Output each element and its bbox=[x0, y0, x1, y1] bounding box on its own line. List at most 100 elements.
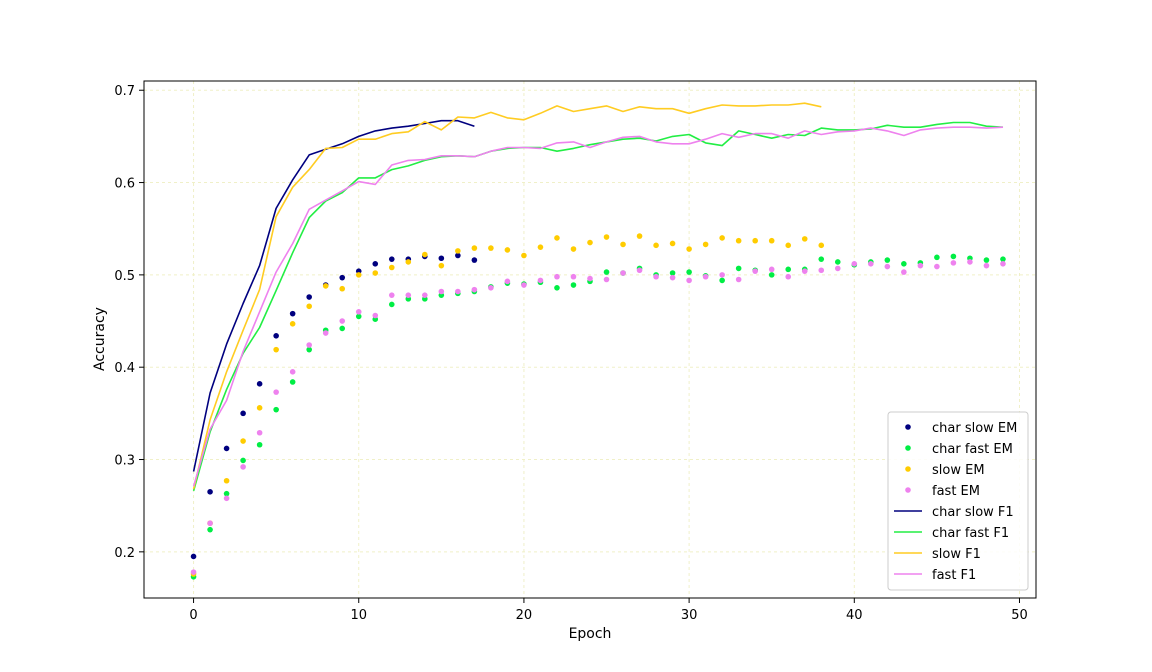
data-point bbox=[240, 438, 246, 444]
data-point bbox=[554, 235, 560, 241]
data-point bbox=[686, 269, 692, 275]
y-tick-label: 0.4 bbox=[114, 361, 135, 376]
data-point bbox=[868, 260, 874, 267]
data-point bbox=[372, 260, 379, 267]
data-point bbox=[537, 244, 544, 250]
x-tick-label: 40 bbox=[846, 608, 863, 623]
data-point bbox=[554, 273, 560, 280]
data-point bbox=[471, 245, 478, 251]
series-points-slow-em bbox=[190, 233, 825, 577]
data-point bbox=[273, 389, 279, 395]
series-points-fast-em bbox=[190, 259, 1006, 575]
data-point bbox=[884, 263, 891, 270]
data-point bbox=[554, 285, 560, 291]
data-point bbox=[372, 270, 379, 276]
data-point bbox=[570, 273, 577, 280]
data-point bbox=[322, 283, 329, 289]
data-point bbox=[339, 285, 346, 292]
data-point bbox=[521, 252, 527, 259]
data-point bbox=[207, 489, 213, 495]
data-point bbox=[818, 256, 825, 262]
data-point bbox=[488, 245, 494, 251]
data-point bbox=[289, 321, 296, 327]
data-point bbox=[884, 257, 891, 263]
data-point bbox=[801, 236, 808, 242]
data-point bbox=[438, 262, 445, 269]
y-tick-label: 0.2 bbox=[114, 546, 135, 561]
data-point bbox=[636, 267, 643, 274]
data-point bbox=[719, 277, 725, 284]
data-point bbox=[339, 274, 346, 281]
data-point bbox=[1000, 256, 1006, 262]
data-point bbox=[669, 274, 676, 281]
data-point bbox=[504, 247, 511, 253]
legend-label: slow F1 bbox=[932, 547, 981, 562]
plot-series bbox=[190, 102, 1006, 580]
data-point bbox=[240, 410, 246, 417]
data-point bbox=[438, 255, 445, 262]
data-point bbox=[901, 260, 907, 267]
data-point bbox=[570, 282, 577, 288]
data-point bbox=[256, 405, 263, 411]
data-point bbox=[768, 266, 775, 273]
data-point bbox=[801, 268, 808, 274]
data-point bbox=[256, 441, 263, 448]
legend-label: char fast EM bbox=[932, 442, 1013, 457]
legend-marker bbox=[905, 487, 911, 493]
legend: char slow EM char fast EM slow EM fast EM ch… bbox=[887, 411, 1029, 591]
series-points-char-slow-em bbox=[190, 252, 478, 560]
data-point bbox=[735, 276, 742, 283]
data-point bbox=[273, 333, 279, 339]
x-tick-label: 0 bbox=[189, 608, 197, 623]
data-point bbox=[422, 292, 428, 298]
data-point bbox=[834, 265, 841, 272]
data-point bbox=[901, 269, 907, 275]
x-tick-label: 10 bbox=[350, 608, 367, 623]
legend-label: char slow F1 bbox=[932, 505, 1014, 520]
y-axis-label: Accuracy bbox=[92, 307, 108, 371]
data-point bbox=[950, 260, 957, 266]
data-point bbox=[537, 277, 544, 284]
data-point bbox=[950, 253, 957, 260]
data-point bbox=[388, 256, 395, 262]
data-point bbox=[240, 457, 246, 464]
data-point bbox=[190, 553, 197, 560]
data-point bbox=[190, 569, 197, 575]
data-point bbox=[735, 237, 742, 244]
data-point bbox=[587, 239, 593, 246]
data-point bbox=[983, 257, 990, 263]
data-point bbox=[653, 242, 659, 249]
data-point bbox=[669, 270, 676, 276]
data-point bbox=[785, 273, 792, 280]
data-point bbox=[818, 242, 825, 249]
data-point bbox=[768, 272, 775, 278]
x-tick-label: 30 bbox=[681, 608, 698, 623]
data-point bbox=[521, 282, 527, 288]
x-tick-label: 20 bbox=[516, 608, 533, 623]
data-point bbox=[768, 237, 775, 244]
legend-label: char slow EM bbox=[932, 421, 1017, 436]
data-point bbox=[719, 272, 725, 278]
series-line-slow-f1 bbox=[192, 102, 822, 490]
data-point bbox=[719, 235, 725, 241]
data-point bbox=[256, 429, 263, 436]
data-point bbox=[306, 346, 312, 353]
y-tick-label: 0.5 bbox=[114, 269, 135, 284]
plot-frame bbox=[143, 80, 1037, 599]
data-point bbox=[455, 252, 461, 259]
data-point bbox=[289, 369, 296, 375]
data-point bbox=[917, 262, 924, 269]
data-point bbox=[752, 268, 758, 274]
legend-marker bbox=[905, 424, 911, 430]
data-point bbox=[603, 269, 610, 275]
legend-box bbox=[887, 411, 1029, 591]
legend-label: slow EM bbox=[932, 463, 985, 478]
legend-marker bbox=[905, 466, 911, 472]
x-axis-label: Epoch bbox=[569, 626, 612, 642]
data-point bbox=[355, 313, 362, 320]
data-point bbox=[223, 477, 230, 484]
data-point bbox=[603, 234, 610, 240]
data-point bbox=[851, 260, 858, 267]
data-point bbox=[983, 262, 990, 269]
data-point bbox=[636, 233, 643, 239]
